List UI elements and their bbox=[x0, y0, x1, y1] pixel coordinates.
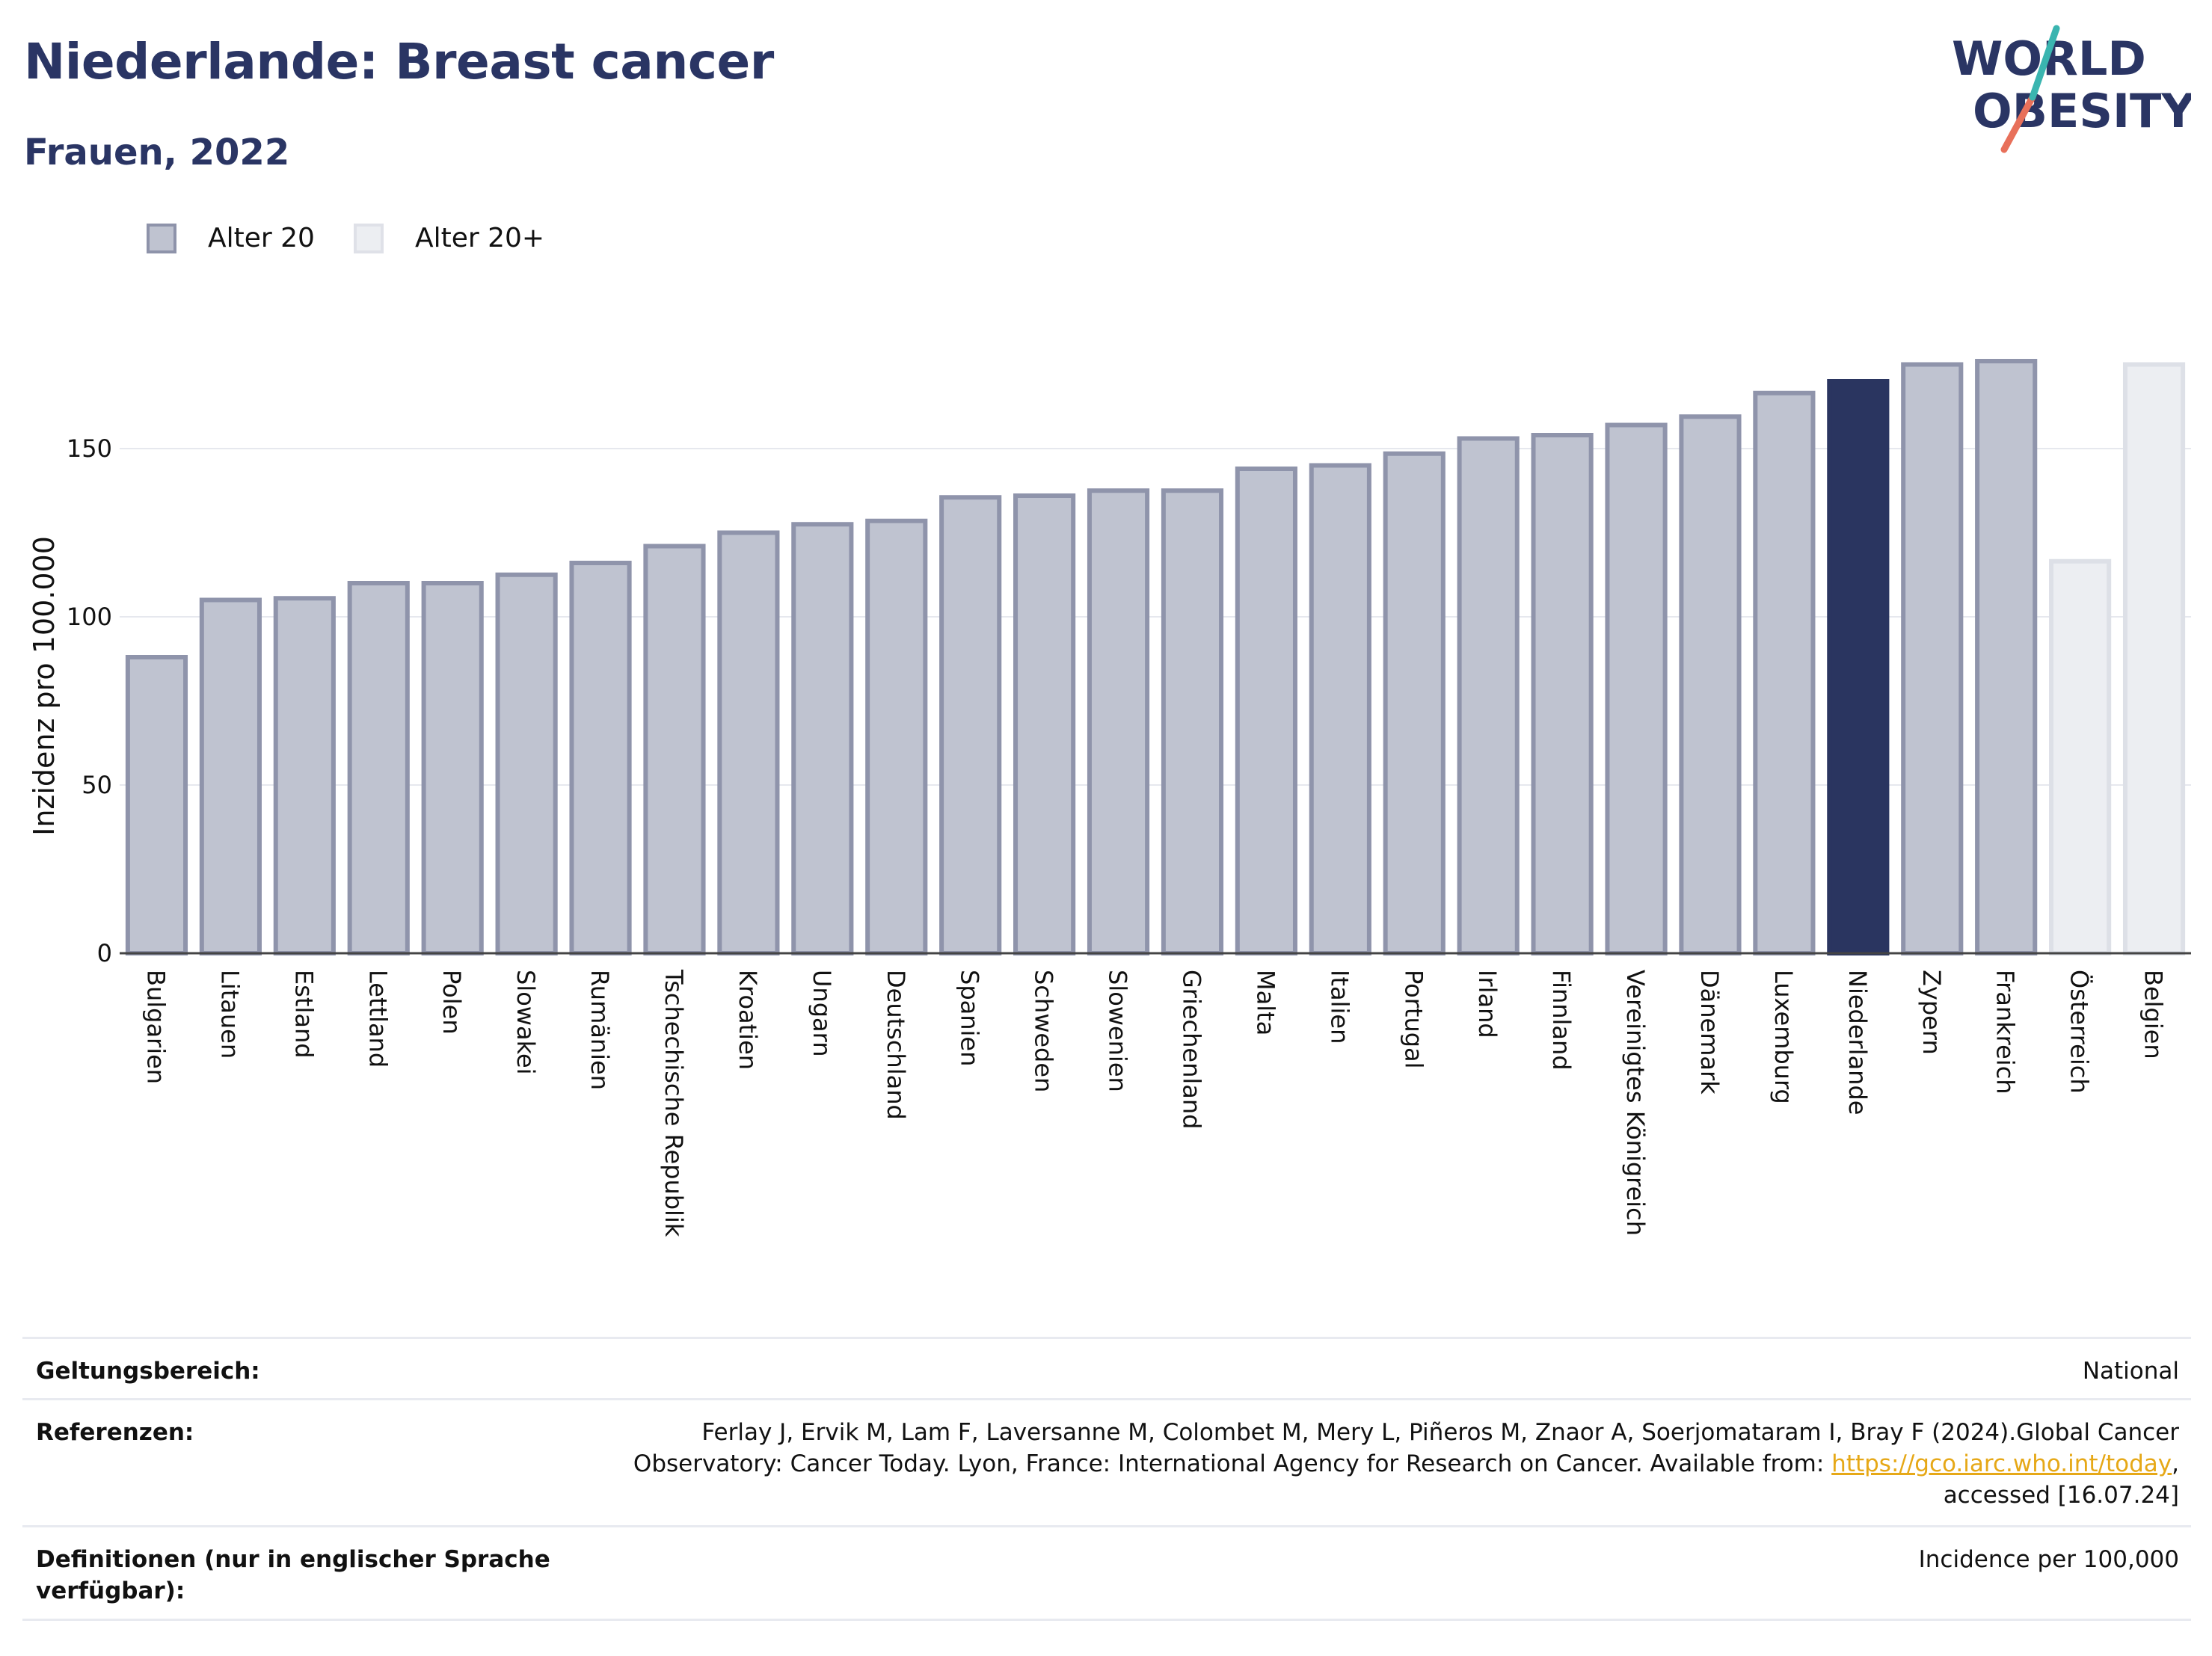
x-category-label: Vereinigtes Königreich bbox=[1621, 970, 1650, 1236]
bars bbox=[125, 359, 2186, 955]
x-category-label: Malta bbox=[1251, 970, 1279, 1035]
ref-line2-text: Observatory: Cancer Today. Lyon, France:… bbox=[633, 1450, 1832, 1477]
x-category-label: Slowenien bbox=[1104, 970, 1132, 1092]
ref-line2-tail: , bbox=[2172, 1450, 2179, 1477]
x-category-label: Slowakei bbox=[511, 970, 540, 1075]
bar-1[interactable] bbox=[199, 597, 262, 955]
y-tick-labels: 0 50 100 150 bbox=[67, 434, 112, 967]
y-tick-label: 50 bbox=[82, 771, 112, 799]
bar-15[interactable] bbox=[1235, 467, 1297, 955]
bar-4[interactable] bbox=[421, 581, 484, 955]
bar-9[interactable] bbox=[791, 522, 854, 955]
bar-17[interactable] bbox=[1383, 451, 1446, 955]
bar-7[interactable] bbox=[643, 544, 706, 955]
x-category-label: Portugal bbox=[1399, 970, 1428, 1069]
y-tick-label: 0 bbox=[97, 939, 112, 967]
chart-subtitle: Frauen, 2022 bbox=[24, 132, 290, 173]
bar-22[interactable] bbox=[1753, 390, 1816, 955]
x-category-label: Litauen bbox=[215, 970, 244, 1059]
bar-16[interactable] bbox=[1309, 463, 1371, 955]
world-obesity-logo: WORLD OBESITY bbox=[1952, 25, 2191, 153]
bar-12[interactable] bbox=[1013, 493, 1076, 955]
bar-8[interactable] bbox=[717, 530, 780, 955]
x-category-label: Irland bbox=[1473, 970, 1502, 1038]
x-category-label: Spanien bbox=[956, 970, 984, 1066]
info-table: Geltungsbereich: National Referenzen: Fe… bbox=[22, 1337, 2191, 1621]
y-tick-label: 100 bbox=[67, 603, 112, 631]
bar-21[interactable] bbox=[1679, 414, 1742, 955]
x-category-label: Lettland bbox=[363, 970, 392, 1068]
y-axis-label: Inzidenz pro 100.000 bbox=[28, 536, 61, 836]
ref-line1: Ferlay J, Ervik M, Lam F, Laversanne M, … bbox=[701, 1419, 2179, 1446]
x-category-label: Luxemburg bbox=[1769, 970, 1798, 1104]
legend-label-age20plus: Alter 20+ bbox=[414, 223, 545, 253]
bar-26[interactable] bbox=[2049, 558, 2112, 955]
bar-27[interactable] bbox=[2122, 362, 2186, 955]
logo-line2: OBESITY bbox=[1973, 84, 2191, 138]
references-value: Ferlay J, Ervik M, Lam F, Laversanne M, … bbox=[559, 1417, 2191, 1525]
x-category-label: Polen bbox=[437, 970, 466, 1035]
x-category-label: Griechenland bbox=[1177, 970, 1205, 1129]
bar-20[interactable] bbox=[1605, 422, 1668, 955]
references-label: Referenzen: bbox=[36, 1419, 194, 1446]
bar-11[interactable] bbox=[939, 495, 1002, 955]
definitions-value: Incidence per 100,000 bbox=[1918, 1546, 2179, 1573]
bar-19[interactable] bbox=[1531, 433, 1594, 955]
reference-link[interactable]: https://gco.iarc.who.int/today bbox=[1831, 1450, 2172, 1477]
legend-item-age20plus[interactable]: Alter 20+ bbox=[353, 223, 545, 253]
x-category-label: Deutschland bbox=[882, 970, 910, 1120]
bar-13[interactable] bbox=[1087, 488, 1150, 955]
x-category-label: Schweden bbox=[1030, 970, 1058, 1092]
x-category-label: Frankreich bbox=[1991, 970, 2020, 1095]
bar-23[interactable] bbox=[1827, 379, 1890, 955]
x-category-label: Dänemark bbox=[1695, 970, 1724, 1095]
x-category-label: Estland bbox=[289, 970, 318, 1059]
y-tick-label: 150 bbox=[67, 434, 112, 463]
scope-label: Geltungsbereich: bbox=[36, 1358, 260, 1385]
x-category-labels: Bulgarien Litauen Estland Lettland Polen Slow… bbox=[141, 969, 2167, 1237]
bar-25[interactable] bbox=[1975, 359, 2038, 955]
definitions-label: Definitionen (nur in englischer Sprache … bbox=[36, 1546, 550, 1604]
legend: Alter 20 Alter 20+ bbox=[147, 223, 583, 253]
x-category-label: Finnland bbox=[1547, 970, 1576, 1071]
legend-swatch-age20 bbox=[147, 223, 176, 253]
bar-6[interactable] bbox=[569, 561, 632, 955]
info-row-references: Referenzen: Ferlay J, Ervik M, Lam F, La… bbox=[22, 1398, 2191, 1525]
bar-2[interactable] bbox=[273, 596, 336, 955]
x-category-label: Belgien bbox=[2139, 970, 2168, 1059]
x-category-label: Niederlande bbox=[1843, 970, 1872, 1115]
bar-3[interactable] bbox=[347, 581, 410, 955]
x-category-label: Kroatien bbox=[734, 970, 762, 1070]
bar-chart: 0 50 100 150 Bulgarien Litauen Estland Lettlan… bbox=[28, 359, 2191, 1237]
legend-swatch-age20plus bbox=[353, 223, 384, 253]
x-category-label: Österreich bbox=[2065, 970, 2094, 1094]
x-category-label: Tschechische Republik bbox=[660, 969, 688, 1237]
ref-line2: Observatory: Cancer Today. Lyon, France:… bbox=[559, 1448, 2179, 1480]
info-row-scope: Geltungsbereich: National bbox=[22, 1337, 2191, 1398]
x-category-label: Rumänien bbox=[586, 970, 614, 1090]
x-category-label: Bulgarien bbox=[141, 970, 170, 1084]
bar-0[interactable] bbox=[125, 655, 188, 955]
bar-18[interactable] bbox=[1457, 436, 1520, 955]
x-category-label: Italien bbox=[1325, 970, 1354, 1044]
x-category-label: Zypern bbox=[1917, 970, 1946, 1055]
bar-24[interactable] bbox=[1901, 362, 1964, 955]
bar-10[interactable] bbox=[865, 518, 928, 955]
ref-line3: accessed [16.07.24] bbox=[1943, 1482, 2179, 1509]
x-category-label: Ungarn bbox=[808, 970, 836, 1057]
legend-label-age20: Alter 20 bbox=[208, 223, 315, 253]
scope-value: National bbox=[2082, 1358, 2179, 1385]
legend-item-age20[interactable]: Alter 20 bbox=[147, 223, 315, 253]
bar-5[interactable] bbox=[495, 572, 558, 955]
chart-title: Niederlande: Breast cancer bbox=[24, 33, 774, 90]
bar-14[interactable] bbox=[1161, 488, 1224, 955]
info-row-definitions: Definitionen (nur in englischer Sprache … bbox=[22, 1525, 2191, 1621]
